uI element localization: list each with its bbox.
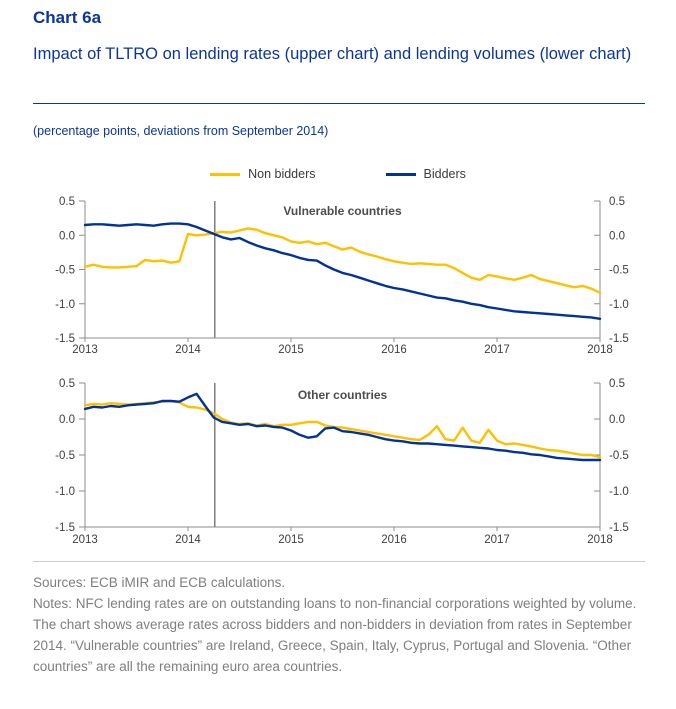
y-tick-label-left: 0.0 xyxy=(59,230,75,242)
y-tick-label-right: -1.0 xyxy=(609,299,629,311)
legend-item-bidders: Bidders xyxy=(385,167,466,181)
y-tick-label-left: 0.0 xyxy=(59,414,75,426)
series-line-non-bidders xyxy=(83,227,602,295)
y-tick-label-right: 0.5 xyxy=(609,196,625,208)
legend-label-non-bidders: Non bidders xyxy=(248,167,316,181)
footer-divider xyxy=(33,561,645,562)
x-tick-label: 2018 xyxy=(587,344,613,356)
y-tick-label-left: -1.0 xyxy=(55,299,75,311)
x-tick-label: 2018 xyxy=(587,534,613,546)
x-tick-label: 2014 xyxy=(175,534,201,546)
x-tick-label: 2014 xyxy=(175,344,201,356)
bidders-line-swatch xyxy=(385,172,416,176)
unit-note: (percentage points, deviations from Sept… xyxy=(33,124,329,138)
lower-chart-other-countries: 0.5 0.50.0 0.0-0.5 -0.5-1.0 -1.0-1.5 -1.52013… xyxy=(55,378,629,546)
legend: Non bidders Bidders xyxy=(0,167,676,181)
y-tick-label-left: -1.0 xyxy=(55,486,75,498)
panel-title: Vulnerable countries xyxy=(283,204,402,218)
y-tick-label-left: -0.5 xyxy=(55,265,75,277)
panel-title: Other countries xyxy=(298,388,388,402)
y-tick-label-right: 0.5 xyxy=(609,378,625,390)
series-line-bidders xyxy=(83,392,602,462)
y-tick-label-left: -1.5 xyxy=(55,333,75,345)
sources-text: Sources: ECB iMIR and ECB calculations. xyxy=(33,575,286,590)
title-divider xyxy=(33,103,645,104)
x-tick-label: 2015 xyxy=(278,534,304,546)
y-tick-label-right: -1.0 xyxy=(609,486,629,498)
chart-number: Chart 6a xyxy=(33,8,102,27)
series-line-non-bidders xyxy=(83,399,602,459)
y-tick-label-right: -1.5 xyxy=(609,522,629,534)
x-tick-label: 2017 xyxy=(484,344,510,356)
notes-text: Notes: NFC lending rates are on outstand… xyxy=(33,596,637,674)
y-tick-label-left: -0.5 xyxy=(55,450,75,462)
y-tick-label-right: 0.0 xyxy=(609,414,625,426)
y-tick-label-right: 0.0 xyxy=(609,230,625,242)
page-title: Impact of TLTRO on lending rates (upper … xyxy=(33,45,632,63)
y-tick-label-left: -1.5 xyxy=(55,522,75,534)
legend-item-non-bidders: Non bidders xyxy=(210,167,316,181)
x-tick-label: 2016 xyxy=(381,344,407,356)
legend-label-bidders: Bidders xyxy=(423,167,466,181)
upper-chart-vulnerable-countries: 0.5 0.50.0 0.0-0.5 -0.5-1.0 -1.0-1.5 -1.52013… xyxy=(55,196,629,356)
y-tick-label-right: -0.5 xyxy=(609,450,629,462)
series-line-bidders xyxy=(83,222,602,321)
x-tick-label: 2015 xyxy=(278,344,304,356)
x-tick-label: 2016 xyxy=(381,534,407,546)
y-tick-label-right: -0.5 xyxy=(609,265,629,277)
x-tick-label: 2013 xyxy=(72,534,98,546)
x-tick-label: 2017 xyxy=(484,534,510,546)
non-bidders-line-swatch xyxy=(210,172,241,176)
y-tick-label-left: 0.5 xyxy=(59,196,75,208)
y-tick-label-left: 0.5 xyxy=(59,378,75,390)
y-tick-label-right: -1.5 xyxy=(609,333,629,345)
x-tick-label: 2013 xyxy=(72,344,98,356)
